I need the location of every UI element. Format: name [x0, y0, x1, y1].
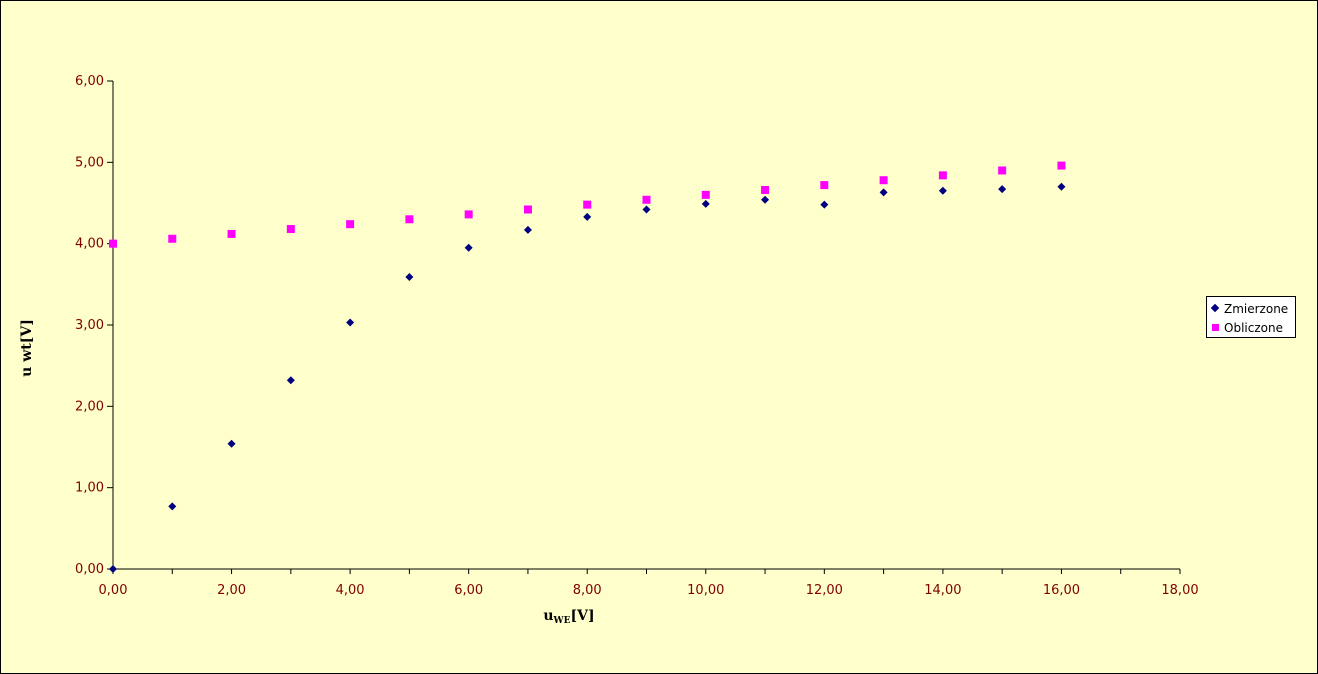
x-tick-label: 12,00 — [806, 583, 843, 598]
y-tick-label: 5,00 — [75, 155, 104, 170]
data-point-obliczone — [168, 234, 177, 243]
data-point-zmierzone — [405, 273, 414, 282]
data-point-obliczone — [879, 176, 888, 185]
data-point-zmierzone — [168, 502, 177, 511]
data-point-obliczone — [1057, 161, 1066, 170]
y-axis-title: u wt[V] — [19, 319, 35, 377]
diamond-marker-icon — [1211, 304, 1221, 314]
data-point-obliczone — [227, 229, 236, 238]
data-point-obliczone — [583, 200, 592, 209]
data-point-obliczone — [109, 239, 117, 248]
data-point-obliczone — [523, 205, 532, 214]
y-tick-label: 4,00 — [75, 237, 104, 252]
square-marker-icon — [1211, 323, 1221, 333]
data-point-zmierzone — [701, 199, 710, 208]
data-point-zmierzone — [464, 243, 473, 252]
data-point-zmierzone — [642, 205, 651, 214]
x-axis-title-unit: [V] — [571, 608, 595, 624]
x-tick-label: 8,00 — [573, 583, 602, 598]
data-point-zmierzone — [583, 212, 592, 221]
tick-labels: 0,00 1,00 2,00 3,00 4,00 5,00 6,00 0,00 2,00 4,00… — [75, 74, 1199, 598]
data-point-obliczone — [464, 210, 473, 219]
legend-label-obliczone: Obliczone — [1224, 320, 1283, 335]
y-tick-label: 6,00 — [75, 74, 104, 89]
axes — [107, 80, 1181, 574]
data-point-obliczone — [820, 181, 829, 190]
x-tick-label: 6,00 — [454, 583, 483, 598]
x-tick-label: 10,00 — [687, 583, 724, 598]
legend-item-obliczone: Obliczone — [1211, 318, 1295, 337]
legend-label-zmierzone: Zmierzone — [1224, 301, 1289, 316]
x-tick-label: 16,00 — [1043, 583, 1080, 598]
x-tick-label: 4,00 — [336, 583, 365, 598]
data-point-obliczone — [346, 220, 355, 229]
data-point-zmierzone — [109, 565, 117, 573]
data-point-zmierzone — [1057, 182, 1066, 191]
y-tick-label: 1,00 — [75, 481, 104, 496]
data-point-obliczone — [405, 215, 414, 224]
data-point-zmierzone — [879, 188, 888, 197]
data-point-zmierzone — [523, 225, 532, 234]
data-point-obliczone — [642, 195, 651, 204]
x-tick-label: 18,00 — [1161, 583, 1198, 598]
series-obliczone — [109, 161, 1066, 248]
data-point-obliczone — [998, 166, 1007, 175]
y-tick-label: 2,00 — [75, 399, 104, 414]
legend: Zmierzone Obliczone — [1206, 296, 1296, 338]
y-tick-label: 3,00 — [75, 318, 104, 333]
x-tick-label: 14,00 — [924, 583, 961, 598]
x-axis-title-main: u — [543, 608, 553, 624]
data-point-obliczone — [761, 185, 770, 194]
x-axis-title: uWE[V] — [543, 608, 594, 626]
legend-item-zmierzone: Zmierzone — [1211, 299, 1295, 318]
data-point-zmierzone — [227, 439, 236, 448]
data-point-zmierzone — [286, 376, 295, 385]
data-point-zmierzone — [346, 318, 355, 327]
data-point-obliczone — [938, 171, 947, 180]
series-zmierzone — [109, 182, 1066, 573]
data-point-zmierzone — [820, 200, 829, 209]
data-point-zmierzone — [938, 186, 947, 195]
x-axis-title-sub: WE — [553, 616, 571, 626]
data-point-obliczone — [701, 190, 710, 199]
data-point-zmierzone — [998, 185, 1007, 194]
data-point-zmierzone — [761, 195, 770, 204]
data-points — [109, 161, 1066, 573]
x-tick-label: 0,00 — [99, 583, 128, 598]
data-point-obliczone — [286, 225, 295, 234]
x-tick-label: 2,00 — [217, 583, 246, 598]
y-tick-label: 0,00 — [75, 562, 104, 577]
